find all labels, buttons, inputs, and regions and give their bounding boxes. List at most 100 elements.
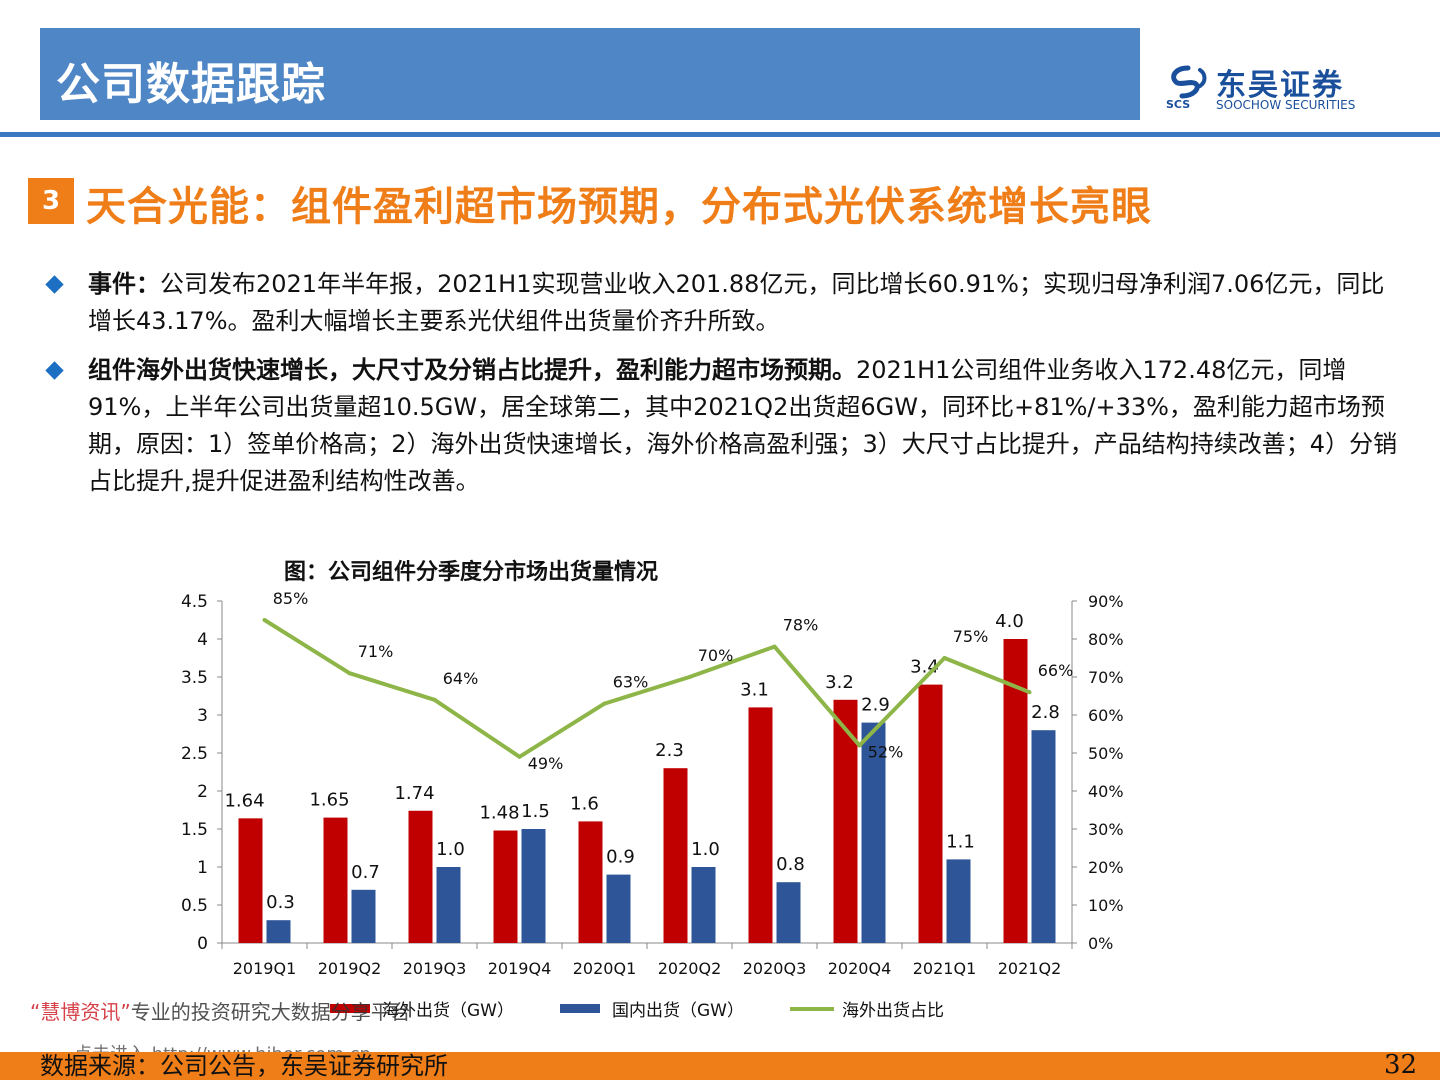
share-point <box>602 701 607 706</box>
bar-domestic <box>776 882 801 943</box>
legend-swatch <box>330 1004 370 1013</box>
bar-domestic <box>436 867 461 943</box>
watermark-text: 专业的投资研究大数据分享平台 <box>130 1000 411 1024</box>
x-axis-tick-label: 2019Q1 <box>233 959 297 978</box>
data-label-overseas: 2.3 <box>655 740 684 761</box>
data-label-domestic: 0.3 <box>266 892 295 913</box>
watermark: “慧博资讯”专业的投资研究大数据分享平台 <box>30 996 411 1025</box>
data-label-domestic: 2.8 <box>1031 702 1060 723</box>
left-axis-tick-label: 2 <box>197 782 208 802</box>
data-label-domestic: 0.7 <box>351 862 380 883</box>
bar-domestic <box>691 867 716 943</box>
header-divider <box>0 132 1440 137</box>
bullet-event: 事件：公司发布2021年半年报，2021H1实现营业收入201.88亿元，同比增… <box>44 266 1404 340</box>
legend-label: 海外出货占比 <box>842 1001 944 1021</box>
footer-bar <box>0 1052 1440 1080</box>
data-label-overseas: 1.74 <box>394 783 434 804</box>
right-axis-tick-label: 70% <box>1088 668 1124 687</box>
right-axis-tick-label: 40% <box>1088 782 1124 801</box>
bullet-module-growth-body: 2021H1公司组件业务收入172.48亿元，同增91%，上半年公司出货量超10… <box>88 356 1398 495</box>
share-point <box>942 656 947 660</box>
bar-domestic <box>351 889 376 943</box>
share-point <box>772 644 777 649</box>
section-title: 天合光能：组件盈利超市场预期，分布式光伏系统增长亮眼 <box>86 184 1152 230</box>
bar-domestic <box>1031 730 1056 943</box>
share-point <box>857 743 862 748</box>
data-label-overseas: 1.48 <box>479 803 519 824</box>
share-point <box>347 671 352 676</box>
x-axis-tick-label: 2019Q2 <box>318 959 382 978</box>
data-label-share: 64% <box>443 669 479 688</box>
left-axis-tick-label: 0 <box>197 934 208 954</box>
data-label-overseas: 1.6 <box>570 793 599 814</box>
x-axis-tick-label: 2020Q4 <box>828 959 892 978</box>
bullet-event-bold: 事件： <box>88 270 160 298</box>
bar-overseas <box>748 707 773 943</box>
watermark-brand: “慧博资讯” <box>30 1000 131 1024</box>
bar-overseas <box>408 810 433 943</box>
share-point <box>517 754 522 759</box>
right-axis-tick-label: 80% <box>1088 630 1124 649</box>
x-axis-tick-label: 2021Q2 <box>998 959 1062 978</box>
header-bar: 公司数据跟踪 <box>40 28 1140 120</box>
bullet-module-growth-bold: 组件海外出货快速增长，大尺寸及分销占比提升，盈利能力超市场预期。 <box>88 356 856 384</box>
data-label-overseas: 1.65 <box>309 790 349 811</box>
bar-domestic <box>606 874 631 943</box>
right-axis-tick-label: 60% <box>1088 706 1124 725</box>
data-label-share: 70% <box>698 646 734 665</box>
x-axis-tick-label: 2020Q1 <box>573 959 637 978</box>
bullet-event-body: 公司发布2021年半年报，2021H1实现营业收入201.88亿元，同比增长60… <box>88 270 1385 335</box>
right-axis-tick-label: 20% <box>1088 858 1124 877</box>
left-axis-tick-label: 1 <box>197 858 208 878</box>
data-label-share: 85% <box>273 589 309 608</box>
data-label-domestic: 0.9 <box>606 847 635 868</box>
x-axis-tick-label: 2021Q1 <box>913 959 977 978</box>
legend-swatch <box>560 1004 600 1013</box>
bullet-event-text: 事件：公司发布2021年半年报，2021H1实现营业收入201.88亿元，同比增… <box>88 266 1404 340</box>
bar-overseas <box>323 817 348 943</box>
legend-label: 海外出货（GW） <box>382 1001 514 1021</box>
left-axis-tick-label: 4 <box>197 630 208 650</box>
share-point <box>687 675 692 679</box>
right-axis-tick-label: 50% <box>1088 744 1124 763</box>
left-axis-tick-label: 0.5 <box>181 896 208 916</box>
data-label-share: 78% <box>783 616 819 635</box>
right-axis-tick-label: 30% <box>1088 820 1124 839</box>
data-label-share: 75% <box>953 627 989 646</box>
left-axis-tick-label: 4.5 <box>181 592 208 612</box>
bullet-module-growth-text: 组件海外出货快速增长，大尺寸及分销占比提升，盈利能力超市场预期。2021H1公司… <box>88 352 1404 500</box>
left-axis-tick-label: 1.5 <box>181 820 208 840</box>
x-axis-tick-label: 2019Q4 <box>488 959 552 978</box>
company-logo: 东吴证券 SCS SOOCHOW SECURITIES <box>1166 60 1366 116</box>
right-axis-tick-label: 0% <box>1088 934 1113 953</box>
data-label-domestic: 1.0 <box>436 839 465 860</box>
bar-overseas <box>493 830 518 943</box>
legend-label: 国内出货（GW） <box>612 1001 744 1021</box>
right-axis-tick-label: 90% <box>1088 592 1124 611</box>
share-point <box>432 697 437 702</box>
bar-overseas <box>663 768 688 943</box>
share-line <box>263 618 1031 759</box>
bullet-module-growth: 组件海外出货快速增长，大尺寸及分销占比提升，盈利能力超市场预期。2021H1公司… <box>44 352 1404 500</box>
data-label-domestic: 0.8 <box>776 854 805 875</box>
share-point <box>262 618 267 622</box>
bar-domestic <box>861 722 886 943</box>
data-source: 数据来源：公司公告，东吴证券研究所 <box>40 1052 448 1080</box>
logo-chinese-name: 东吴证券 <box>1216 68 1344 103</box>
data-label-overseas: 3.1 <box>740 679 769 700</box>
left-axis-tick-label: 3 <box>197 706 208 726</box>
logo-english-name: SOOCHOW SECURITIES <box>1216 98 1356 112</box>
data-label-overseas: 3.2 <box>825 672 854 693</box>
left-axis-tick-label: 2.5 <box>181 744 208 764</box>
soochow-logo-icon <box>1171 65 1207 99</box>
x-axis-tick-label: 2019Q3 <box>403 959 467 978</box>
x-axis-tick-label: 2020Q2 <box>658 959 722 978</box>
data-label-domestic: 1.0 <box>691 839 720 860</box>
data-label-domestic: 1.1 <box>946 831 975 852</box>
bar-domestic <box>946 859 971 943</box>
left-axis-tick-label: 3.5 <box>181 668 208 688</box>
section-number-badge: 3 <box>28 178 74 224</box>
page-title: 公司数据跟踪 <box>56 59 326 110</box>
data-label-overseas: 1.64 <box>224 790 264 811</box>
